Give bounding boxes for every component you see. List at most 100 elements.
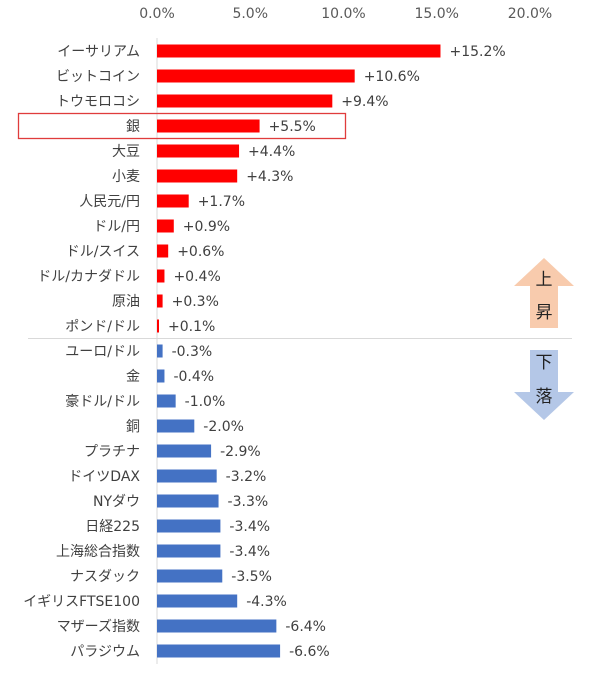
- data-label: +10.6%: [364, 69, 420, 85]
- category-label: イギリスFTSE100: [23, 594, 140, 610]
- bar: [157, 419, 195, 433]
- data-label: +0.1%: [168, 319, 215, 335]
- category-label: 豪ドル/ドル: [65, 394, 140, 410]
- bar-row: ドル/円 +0.9%: [93, 219, 230, 235]
- data-label: -3.4%: [229, 519, 270, 535]
- highlight-box: [17, 112, 347, 140]
- bar-row: 豪ドル/ドル -1.0%: [65, 394, 225, 410]
- bar-row: 大豆 +4.4%: [112, 144, 295, 160]
- bar: [157, 569, 223, 583]
- bar: [157, 544, 221, 558]
- bar-row: マザーズ指数 -6.4%: [57, 619, 326, 635]
- bar: [157, 594, 238, 608]
- bar-row: イギリスFTSE100 -4.3%: [23, 594, 287, 610]
- data-label: +1.7%: [198, 194, 245, 210]
- bar-row: ポンド/ドル +0.1%: [65, 319, 215, 335]
- data-label: -0.3%: [172, 344, 213, 360]
- category-label: パラジウム: [70, 644, 140, 660]
- bar: [157, 644, 281, 658]
- bar-row: トウモロコシ +9.4%: [56, 94, 389, 110]
- data-label: +0.4%: [173, 269, 220, 285]
- bar: [157, 94, 333, 108]
- bar-row: NYダウ -3.3%: [93, 494, 268, 510]
- x-tick-label: 0.0%: [139, 6, 175, 22]
- bar-row: 銅 -2.0%: [126, 419, 244, 435]
- category-label: 人民元/円: [79, 194, 140, 210]
- bar: [157, 119, 260, 133]
- down-arrow-icon: 下 落: [514, 350, 574, 420]
- bar: [157, 469, 217, 483]
- data-label: +9.4%: [341, 94, 388, 110]
- category-label: 原油: [112, 294, 140, 310]
- bar-row: プラチナ -2.9%: [84, 444, 261, 460]
- bar-row: 人民元/円 +1.7%: [79, 194, 245, 210]
- bar: [157, 294, 163, 308]
- category-label: ナスダック: [70, 569, 140, 585]
- category-label: ビットコイン: [56, 69, 140, 85]
- bar-row: 原油 +0.3%: [112, 294, 219, 310]
- bar-row: ナスダック -3.5%: [70, 569, 272, 585]
- bar: [157, 369, 165, 383]
- data-label: -2.9%: [220, 444, 261, 460]
- data-label: -6.4%: [285, 619, 326, 635]
- bar: [157, 619, 277, 633]
- bar-row: イーサリアム +15.2%: [57, 44, 505, 60]
- category-label: イーサリアム: [57, 44, 140, 60]
- category-label: 上海総合指数: [56, 544, 140, 560]
- bar: [157, 394, 176, 408]
- bar-row: ドイツDAX -3.2%: [68, 469, 266, 485]
- bar: [157, 44, 441, 58]
- category-label: トウモロコシ: [56, 94, 140, 110]
- bar: [157, 219, 174, 233]
- category-label: 日経225: [85, 519, 140, 535]
- bar: [157, 344, 163, 358]
- data-label: +4.4%: [248, 144, 295, 160]
- bar-row: 日経225 -3.4%: [85, 519, 270, 535]
- data-label: +5.5%: [269, 119, 316, 135]
- category-label: 銀: [126, 119, 140, 135]
- bar-row: 銀 +5.5%: [17, 112, 347, 140]
- data-label: -1.0%: [185, 394, 226, 410]
- data-label: -3.4%: [229, 544, 270, 560]
- bar: [157, 194, 189, 208]
- category-label: プラチナ: [84, 444, 140, 460]
- bar: [157, 269, 165, 283]
- data-label: +0.3%: [172, 294, 219, 310]
- data-label: +0.6%: [177, 244, 224, 260]
- category-label: ユーロ/ドル: [65, 344, 140, 360]
- bar: [157, 144, 240, 158]
- bar-row: 金 -0.4%: [126, 369, 214, 385]
- category-label: 銅: [126, 419, 140, 435]
- bar: [157, 69, 355, 83]
- category-label: マザーズ指数: [57, 619, 140, 635]
- data-label: -2.0%: [203, 419, 244, 435]
- bar-row: ドル/カナダドル +0.4%: [37, 269, 220, 285]
- bar: [157, 319, 159, 333]
- category-label: ドイツDAX: [68, 469, 140, 485]
- bar-row: 小麦 +4.3%: [112, 169, 294, 185]
- data-label: -3.2%: [226, 469, 267, 485]
- down-label-1: 下: [536, 353, 553, 373]
- bar: [157, 244, 169, 258]
- bar: [157, 494, 219, 508]
- bar-row: 上海総合指数 -3.4%: [56, 544, 270, 560]
- up-arrow-icon: 上 昇: [514, 258, 574, 328]
- data-label: +15.2%: [449, 44, 505, 60]
- up-label-1: 上: [536, 270, 553, 290]
- data-label: -3.5%: [231, 569, 272, 585]
- bar: [157, 444, 212, 458]
- x-tick-label: 10.0%: [321, 6, 365, 22]
- down-label-2: 落: [536, 387, 553, 407]
- data-label: -6.6%: [289, 644, 330, 660]
- category-label: ドル/スイス: [66, 244, 140, 260]
- category-label: 小麦: [112, 169, 140, 185]
- category-label: ポンド/ドル: [65, 319, 140, 335]
- bar-row: ユーロ/ドル -0.3%: [65, 344, 212, 360]
- data-label: -0.4%: [173, 369, 214, 385]
- category-label: ドル/カナダドル: [37, 269, 140, 285]
- bar: [157, 519, 221, 533]
- data-label: -4.3%: [246, 594, 287, 610]
- data-label: +4.3%: [246, 169, 293, 185]
- bar-row: ビットコイン +10.6%: [56, 69, 420, 85]
